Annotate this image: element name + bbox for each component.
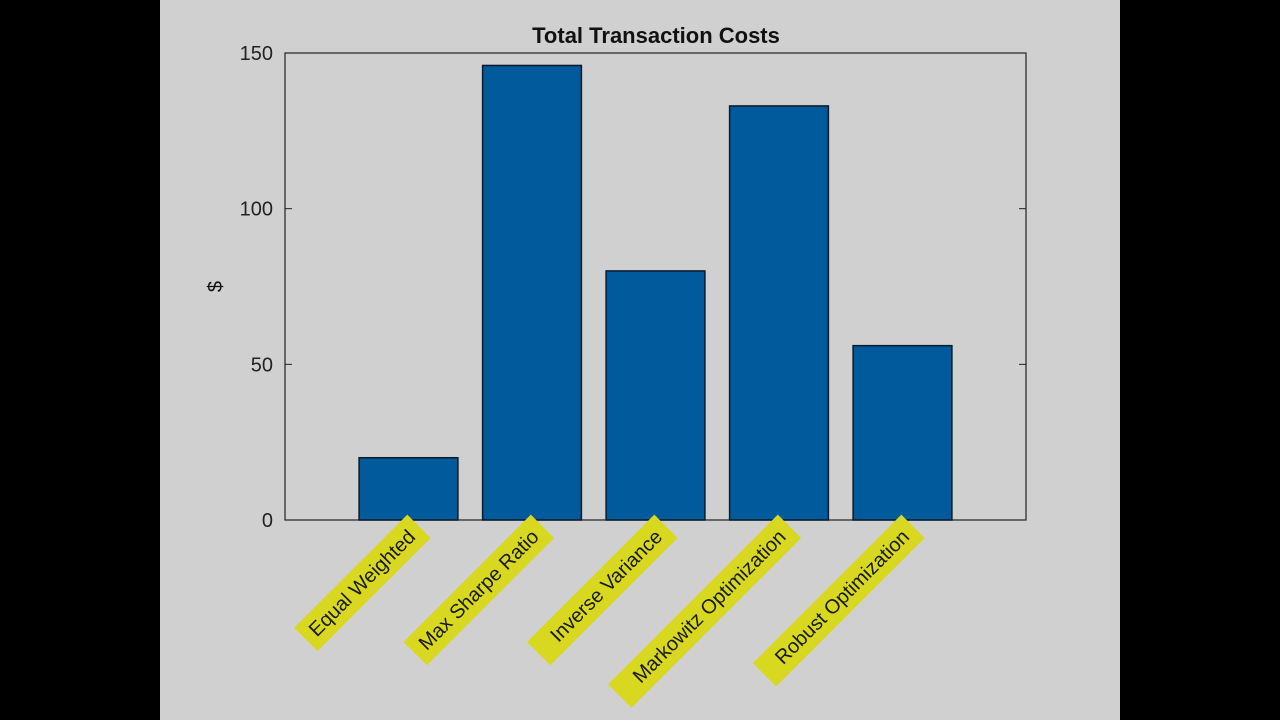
chart-title: Total Transaction Costs <box>532 23 780 48</box>
x-label-highlight <box>294 514 431 652</box>
bar <box>605 270 706 521</box>
x-tick-label: Max Sharpe Ratio <box>415 526 544 655</box>
bar <box>358 456 459 521</box>
bar <box>728 105 830 521</box>
y-tick-label: 100 <box>240 199 273 221</box>
x-tick-label-group: Equal Weighted <box>294 514 431 652</box>
y-tick-label: 50 <box>251 354 273 376</box>
x-label-highlight <box>527 514 678 666</box>
y-tick-label: 0 <box>262 510 273 532</box>
x-label-highlight <box>403 514 555 666</box>
bar <box>481 64 583 521</box>
x-label-highlight <box>752 514 925 687</box>
bar-chart: Total Transaction Costs $ 0 50 100 150 Equa… <box>205 23 1027 708</box>
x-tick-label: Inverse Variance <box>546 526 667 647</box>
x-tick-label: Robust Optimization <box>771 526 914 669</box>
bar <box>852 344 953 521</box>
bars <box>358 64 953 521</box>
y-tick-label: 150 <box>240 43 273 65</box>
y-axis-label: $ <box>205 281 227 292</box>
x-label-highlight <box>608 514 802 708</box>
y-axis-ticks: 0 50 100 150 <box>240 43 1026 532</box>
x-tick-label: Equal Weighted <box>305 526 420 641</box>
figure-window: Total Transaction Costs $ 0 50 100 150 Equa… <box>160 0 1120 720</box>
